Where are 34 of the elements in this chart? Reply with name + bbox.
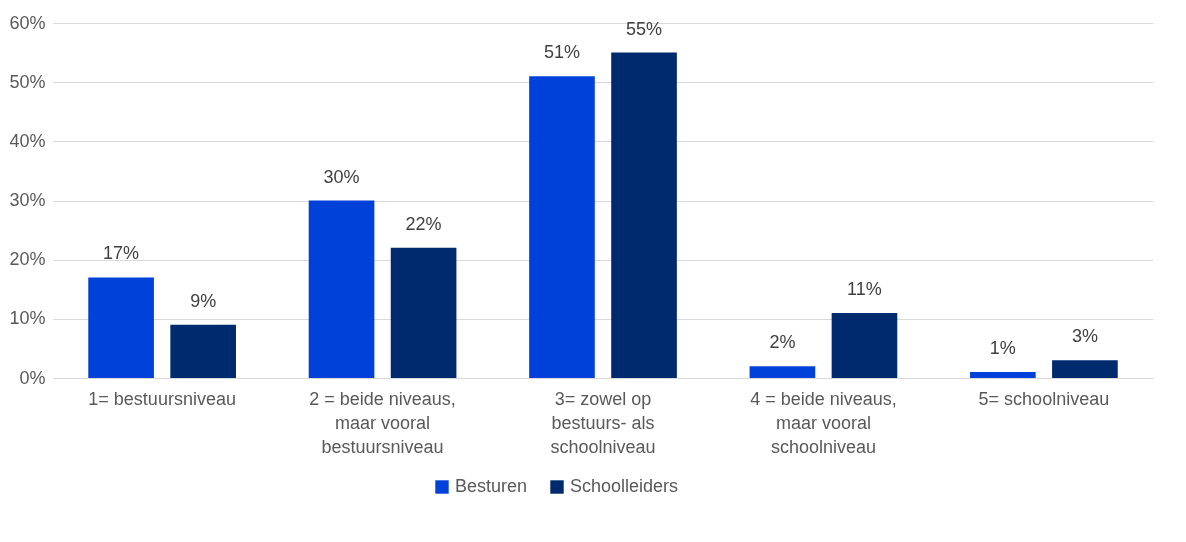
y-tick-label: 50% <box>9 71 46 92</box>
bar <box>831 312 898 378</box>
y-tick-label: 0% <box>19 367 46 388</box>
bar <box>970 372 1036 378</box>
bar <box>88 277 154 378</box>
data-label: 30% <box>323 166 360 187</box>
data-label: 2% <box>769 332 796 353</box>
legend-label: Besturen <box>455 476 528 496</box>
x-tick-label: 2 = beide niveaus, maar vooral bestuursniveau <box>309 388 456 457</box>
data-label: 11% <box>847 278 882 299</box>
y-tick-label: 20% <box>9 249 46 270</box>
bar <box>390 247 457 378</box>
y-tick-label: 60% <box>9 12 46 33</box>
bar <box>308 200 375 378</box>
data-label: 1% <box>989 338 1016 359</box>
x-tick-label: 1= bestuursniveau <box>88 388 236 409</box>
bar <box>611 52 677 378</box>
data-label: 51% <box>543 42 580 63</box>
y-tick-label: 40% <box>9 130 46 151</box>
y-tick-label: 10% <box>9 308 46 329</box>
y-tick-label: 30% <box>9 190 46 210</box>
bar <box>170 324 236 378</box>
bar <box>529 76 595 378</box>
bar <box>1052 360 1118 378</box>
x-tick-label: 5= schoolniveau <box>978 388 1110 409</box>
x-tick-label: 3= zowel op bestuurs- als schoolniveau <box>550 388 656 457</box>
data-label: 9% <box>190 290 217 311</box>
data-label: 22% <box>405 213 442 234</box>
data-label: 55% <box>626 18 663 39</box>
data-label: 3% <box>1071 326 1098 347</box>
bar <box>749 366 816 378</box>
x-tick-label: 4 = beide niveaus, maar vooral schoolniveau <box>750 388 897 457</box>
data-label: 17% <box>103 243 140 264</box>
legend-label: Schoolleiders <box>570 476 679 496</box>
